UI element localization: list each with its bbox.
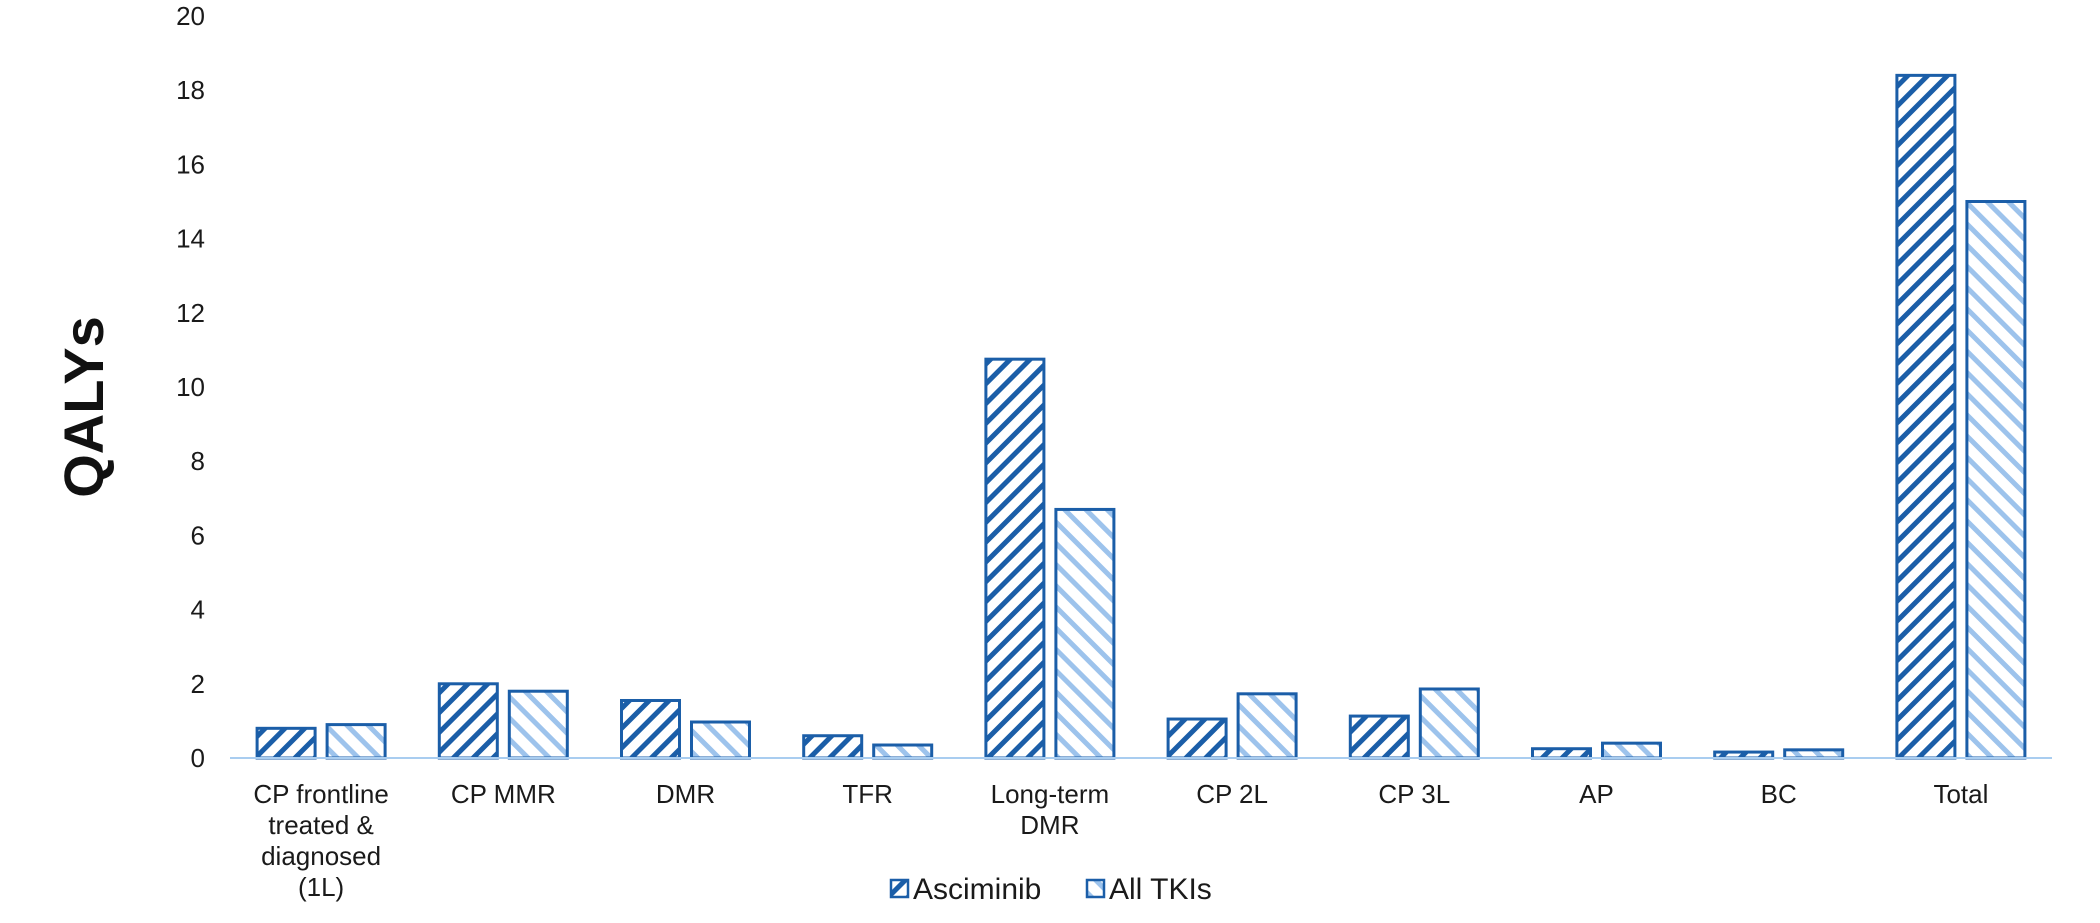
y-axis-ticks: 0 2 4 6 8 10 12 14 16 18 20 xyxy=(176,1,205,773)
y-tick-label: 0 xyxy=(191,743,205,773)
bar-asciminib[interactable] xyxy=(1166,717,1228,760)
bar-asciminib[interactable] xyxy=(255,726,317,760)
bar-all-tkis[interactable] xyxy=(1601,741,1662,760)
bar-all-tkis[interactable] xyxy=(1054,507,1116,760)
bar-group xyxy=(1895,73,2027,760)
asciminib-swatch-icon xyxy=(889,878,910,899)
bar-all-tkis[interactable] xyxy=(1783,748,1845,760)
bar-group xyxy=(984,357,1116,760)
legend-item-asciminib[interactable]: Asciminib xyxy=(889,873,1041,906)
bar-asciminib[interactable] xyxy=(1895,73,1957,760)
bar-asciminib[interactable] xyxy=(437,682,499,760)
bar-all-tkis[interactable] xyxy=(872,743,934,760)
bar-group xyxy=(802,734,934,760)
bar-asciminib[interactable] xyxy=(620,698,681,760)
bar-group xyxy=(255,723,387,760)
bar-asciminib[interactable] xyxy=(802,734,864,760)
bar-all-tkis[interactable] xyxy=(1965,200,2027,760)
bar-all-tkis[interactable] xyxy=(1418,687,1480,760)
bar-group xyxy=(1713,748,1845,760)
legend-label-asciminib: Asciminib xyxy=(913,873,1041,906)
x-tick-label: CP 2L xyxy=(1196,779,1268,809)
bar-all-tkis[interactable] xyxy=(507,689,569,760)
bar-all-tkis[interactable] xyxy=(1236,692,1298,760)
x-tick-label: CP frontline treated & diagnosed (1L) xyxy=(253,779,388,902)
x-tick-label: Long-term DMR xyxy=(991,779,1110,840)
bar-asciminib[interactable] xyxy=(1531,747,1592,760)
legend-label-all-tkis: All TKIs xyxy=(1109,873,1212,906)
bar-group xyxy=(1531,741,1662,760)
bar-series xyxy=(255,73,2027,760)
y-tick-label: 16 xyxy=(176,149,205,179)
y-axis-title: QALYs xyxy=(52,316,115,498)
legend-item-all-tkis[interactable]: All TKIs xyxy=(1085,873,1212,906)
bar-group xyxy=(620,698,751,760)
bar-all-tkis[interactable] xyxy=(690,720,751,760)
x-axis-labels: CP frontline treated & diagnosed (1L) CP MMR… xyxy=(253,779,1988,902)
x-tick-label: TFR xyxy=(842,779,893,809)
y-tick-label: 20 xyxy=(176,1,205,31)
y-tick-label: 2 xyxy=(191,669,205,699)
bar-asciminib[interactable] xyxy=(984,357,1046,760)
y-tick-label: 12 xyxy=(176,298,205,328)
x-tick-label: CP 3L xyxy=(1378,779,1450,809)
bar-group xyxy=(1348,687,1480,760)
x-tick-label: BC xyxy=(1761,779,1797,809)
y-tick-label: 4 xyxy=(191,595,205,625)
y-tick-label: 6 xyxy=(191,520,205,550)
y-tick-label: 14 xyxy=(176,224,205,254)
bar-group xyxy=(437,682,569,760)
legend: Asciminib All TKIs xyxy=(889,873,1212,906)
x-tick-label: Total xyxy=(1933,779,1988,809)
y-tick-label: 18 xyxy=(176,75,205,105)
bar-asciminib[interactable] xyxy=(1348,714,1410,760)
y-tick-label: 8 xyxy=(191,446,205,476)
all-tkis-swatch-icon xyxy=(1085,878,1106,899)
x-tick-label: CP MMR xyxy=(451,779,556,809)
y-tick-label: 10 xyxy=(176,372,205,402)
bar-group xyxy=(1166,692,1298,760)
x-tick-label: DMR xyxy=(656,779,715,809)
x-tick-label: AP xyxy=(1579,779,1614,809)
bar-all-tkis[interactable] xyxy=(325,723,387,760)
